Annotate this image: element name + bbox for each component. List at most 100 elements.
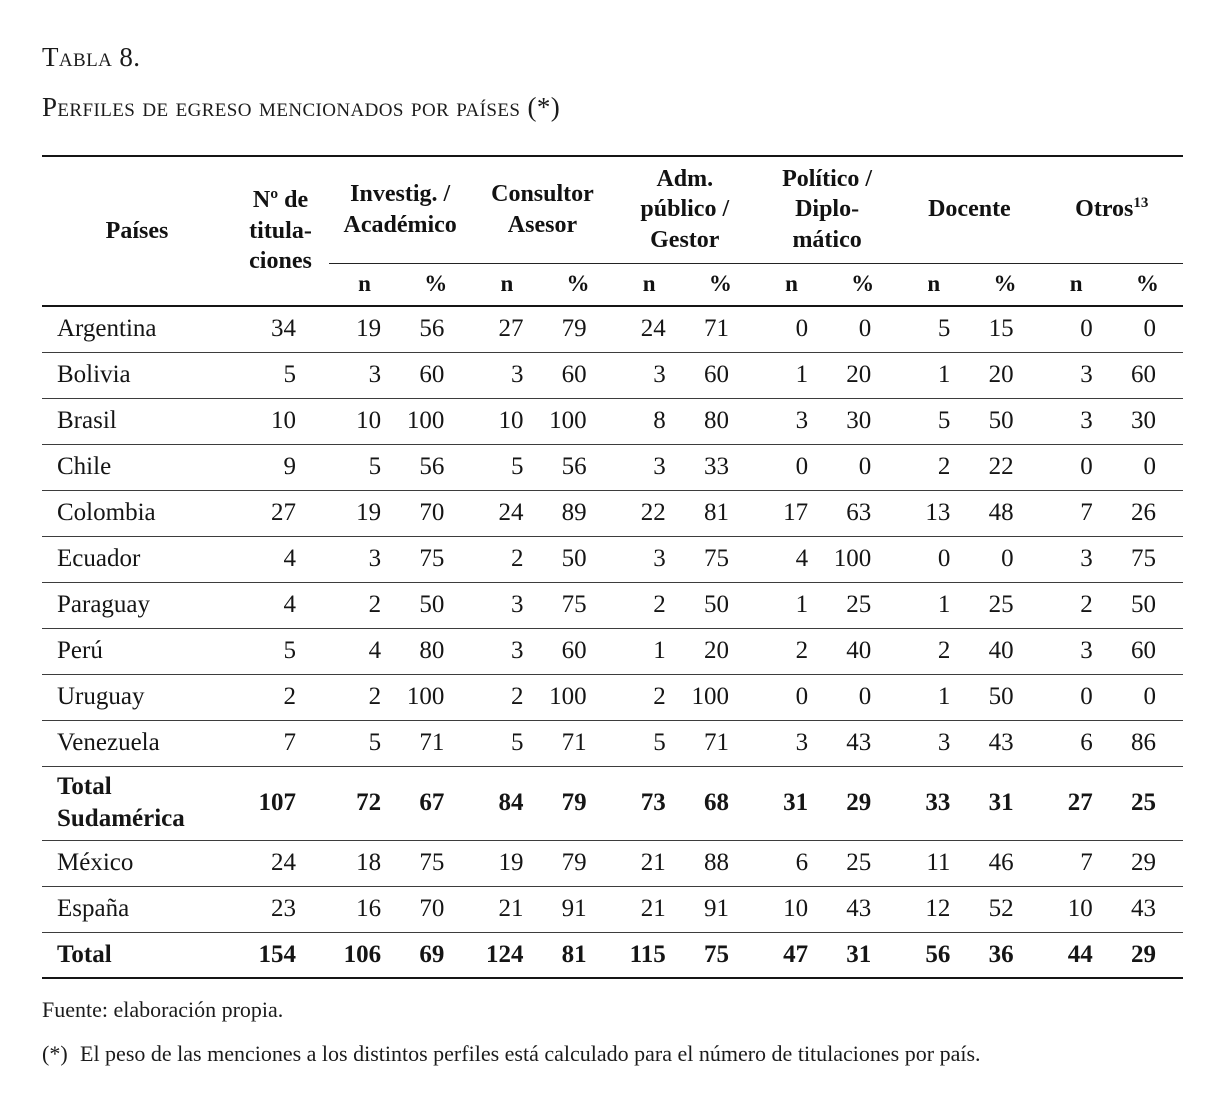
politico-n-cell: 2: [755, 628, 828, 675]
header-group-row: Países Nº de titula- ciones Investig. / …: [42, 156, 1183, 307]
consultor-pct-cell: 56: [542, 444, 614, 491]
consultor-n-cell: 2: [471, 536, 543, 583]
table-row: Venezuela 7 5 71 5 71 5 71 3 43 3 43 6 8…: [42, 720, 1183, 767]
subheader-n: n: [613, 263, 685, 307]
column-header-titulaciones: Nº de titula- ciones: [232, 156, 329, 307]
country-cell: España: [42, 886, 232, 933]
politico-pct-cell: 30: [827, 398, 899, 445]
adm-publico-pct-cell: 68: [684, 766, 756, 841]
country-cell: Bolivia: [42, 352, 232, 399]
group-label: Otros: [1075, 196, 1134, 223]
politico-n-cell: 0: [755, 444, 828, 491]
table-row: México 24 18 75 19 79 21 88 6 25 11 46 7…: [42, 840, 1183, 887]
group-label: Docente: [928, 196, 1011, 223]
subheader-n: n: [329, 263, 401, 307]
politico-n-cell: 47: [755, 932, 828, 979]
country-cell: Total: [42, 932, 232, 979]
investigador-n-cell: 3: [329, 536, 401, 583]
adm-publico-pct-cell: 71: [684, 306, 756, 353]
consultor-n-cell: 3: [471, 582, 543, 629]
table-row: Brasil 10 10 100 10 100 8 80 3 30 5 50 3…: [42, 398, 1183, 445]
otros-n-cell: 44: [1040, 932, 1112, 979]
consultor-n-cell: 27: [471, 306, 543, 353]
adm-publico-n-cell: 22: [613, 490, 685, 537]
docente-n-cell: 5: [898, 306, 970, 353]
table-row: Ecuador 4 3 75 2 50 3 75 4 100 0 0 3 75: [42, 536, 1183, 583]
investigador-pct-cell: 56: [400, 444, 472, 491]
politico-pct-cell: 100: [827, 536, 899, 583]
group-label: Consultor Asesor: [491, 181, 594, 238]
otros-n-cell: 3: [1040, 628, 1112, 675]
titulaciones-cell: 10: [232, 398, 329, 445]
consultor-n-cell: 10: [471, 398, 543, 445]
consultor-n-cell: 3: [471, 628, 543, 675]
source-note: Fuente: elaboración propia.: [42, 997, 284, 1022]
investigador-n-cell: 2: [329, 582, 401, 629]
adm-publico-pct-cell: 81: [684, 490, 756, 537]
consultor-pct-cell: 81: [542, 932, 614, 979]
otros-pct-cell: 75: [1111, 536, 1183, 583]
docente-n-cell: 33: [898, 766, 970, 841]
docente-pct-cell: 46: [969, 840, 1041, 887]
politico-pct-cell: 43: [827, 720, 899, 767]
column-header-investigador-academico: Investig. / Académico: [329, 156, 472, 264]
otros-pct-cell: 50: [1111, 582, 1183, 629]
otros-n-cell: 10: [1040, 886, 1112, 933]
adm-publico-pct-cell: 91: [684, 886, 756, 933]
titulaciones-cell: 27: [232, 490, 329, 537]
otros-n-cell: 0: [1040, 444, 1112, 491]
titulaciones-cell: 23: [232, 886, 329, 933]
subheader-n: n: [471, 263, 543, 307]
group-superscript: 13: [1133, 195, 1149, 212]
titulaciones-cell: 5: [232, 628, 329, 675]
otros-n-cell: 3: [1040, 536, 1112, 583]
docente-n-cell: 0: [898, 536, 970, 583]
adm-publico-pct-cell: 60: [684, 352, 756, 399]
consultor-pct-cell: 75: [542, 582, 614, 629]
otros-pct-cell: 0: [1111, 306, 1183, 353]
adm-publico-pct-cell: 75: [684, 932, 756, 979]
column-header-docente: Docente: [898, 156, 1041, 264]
country-cell: Argentina: [42, 306, 232, 353]
table-body: Argentina 34 19 56 27 79 24 71 0 0 5 15 …: [42, 306, 1183, 979]
country-cell: Chile: [42, 444, 232, 491]
adm-publico-n-cell: 21: [613, 840, 685, 887]
politico-pct-cell: 40: [827, 628, 899, 675]
otros-n-cell: 3: [1040, 398, 1112, 445]
docente-n-cell: 2: [898, 628, 970, 675]
politico-n-cell: 3: [755, 398, 828, 445]
docente-pct-cell: 36: [969, 932, 1041, 979]
consultor-pct-cell: 79: [542, 840, 614, 887]
table-row: Uruguay 2 2 100 2 100 2 100 0 0 1 50 0 0: [42, 674, 1183, 721]
investigador-n-cell: 3: [329, 352, 401, 399]
politico-n-cell: 1: [755, 582, 828, 629]
investigador-n-cell: 106: [329, 932, 401, 979]
consultor-n-cell: 5: [471, 444, 543, 491]
consultor-n-cell: 124: [471, 932, 543, 979]
investigador-n-cell: 4: [329, 628, 401, 675]
perfiles-egreso-table: Países Nº de titula- ciones Investig. / …: [42, 155, 1183, 979]
docente-n-cell: 5: [898, 398, 970, 445]
docente-pct-cell: 25: [969, 582, 1041, 629]
group-label: Adm. público / Gestor: [640, 165, 730, 254]
docente-n-cell: 3: [898, 720, 970, 767]
titulaciones-cell: 9: [232, 444, 329, 491]
docente-pct-cell: 50: [969, 674, 1041, 721]
otros-pct-cell: 29: [1111, 932, 1183, 979]
docente-n-cell: 2: [898, 444, 970, 491]
subheader-pct: %: [542, 263, 614, 307]
investigador-pct-cell: 67: [400, 766, 472, 841]
adm-publico-n-cell: 73: [613, 766, 685, 841]
titulaciones-cell: 4: [232, 582, 329, 629]
docente-pct-cell: 22: [969, 444, 1041, 491]
consultor-n-cell: 19: [471, 840, 543, 887]
adm-publico-n-cell: 8: [613, 398, 685, 445]
otros-n-cell: 0: [1040, 674, 1112, 721]
table-row: Paraguay 4 2 50 3 75 2 50 1 25 1 25 2 50: [42, 582, 1183, 629]
footnote: (*) El peso de las menciones a los disti…: [42, 1040, 1181, 1069]
otros-pct-cell: 86: [1111, 720, 1183, 767]
investigador-pct-cell: 50: [400, 582, 472, 629]
politico-pct-cell: 29: [827, 766, 899, 841]
docente-pct-cell: 43: [969, 720, 1041, 767]
table-row: Total 154 106 69 124 81 115 75 47 31 56 …: [42, 932, 1183, 979]
